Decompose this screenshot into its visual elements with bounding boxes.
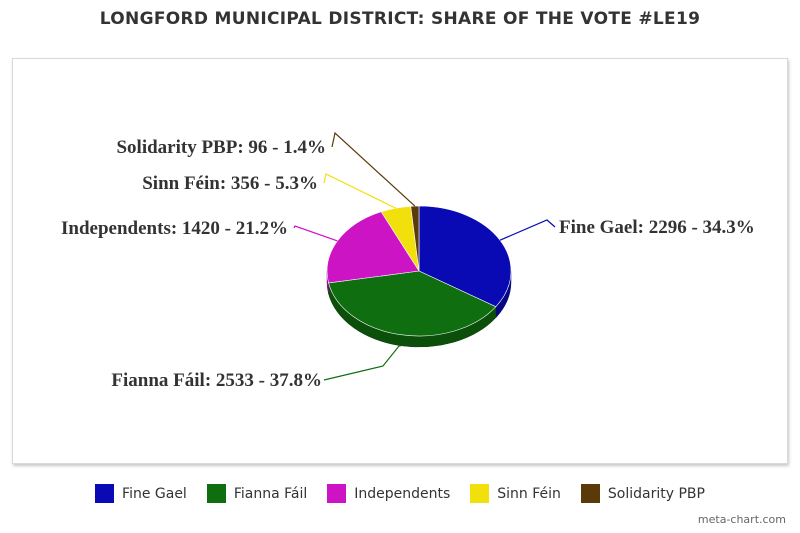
data-label-fine-gael: Fine Gael: 2296 - 34.3% (559, 217, 755, 238)
data-label-fianna-f-il: Fianna Fáil: 2533 - 37.8% (111, 370, 322, 391)
pie-slice-fianna-f-il[interactable] (328, 270, 497, 337)
plot-area: Fine Gael: 2296 - 34.3% Fianna Fáil: 2533… (12, 58, 788, 464)
pie-chart: Fine Gael: 2296 - 34.3% Fianna Fáil: 2533… (61, 131, 755, 391)
legend-item-solidarity-pbp[interactable]: Solidarity PBP (580, 484, 705, 503)
credit-text: meta-chart.com (697, 513, 786, 526)
legend-label: Fianna Fáil (233, 485, 308, 502)
leader-line-solidarity-pbp (331, 131, 416, 207)
pie-slice-independents[interactable] (326, 211, 420, 284)
data-label-sinn-f-in: Sinn Féin: 356 - 5.3% (142, 173, 318, 194)
legend-label: Sinn Féin (497, 485, 561, 502)
legend-label: Independents (354, 485, 451, 502)
data-label-independents: Independents: 1420 - 21.2% (61, 218, 288, 239)
legend-item-fine-gael[interactable]: Fine Gael (95, 484, 187, 503)
legend-item-fianna-fail[interactable]: Fianna Fáil (206, 484, 308, 503)
legend-item-independents[interactable]: Independents (327, 484, 450, 503)
leader-line-sinn-f-in (323, 173, 396, 209)
legend-swatch (327, 484, 347, 503)
chart-title: LONGFORD MUNICIPAL DISTRICT: SHARE OF TH… (99, 9, 701, 29)
leader-line-fine-gael (499, 219, 556, 241)
legend-label: Solidarity PBP (607, 485, 705, 502)
legend-swatch (206, 484, 226, 503)
legend-swatch (580, 484, 600, 503)
legend-item-sinn-fein[interactable]: Sinn Féin (470, 484, 561, 503)
legend-swatch (95, 484, 115, 503)
data-label-solidarity-pbp: Solidarity PBP: 96 - 1.4% (116, 137, 326, 158)
legend-label: Fine Gael (122, 485, 187, 502)
leader-line-independents (293, 225, 338, 242)
leader-line-fianna-f-il (323, 345, 401, 381)
legend-swatch (470, 484, 490, 503)
legend: Fine Gael Fianna Fáil Independents Sinn … (0, 484, 800, 503)
